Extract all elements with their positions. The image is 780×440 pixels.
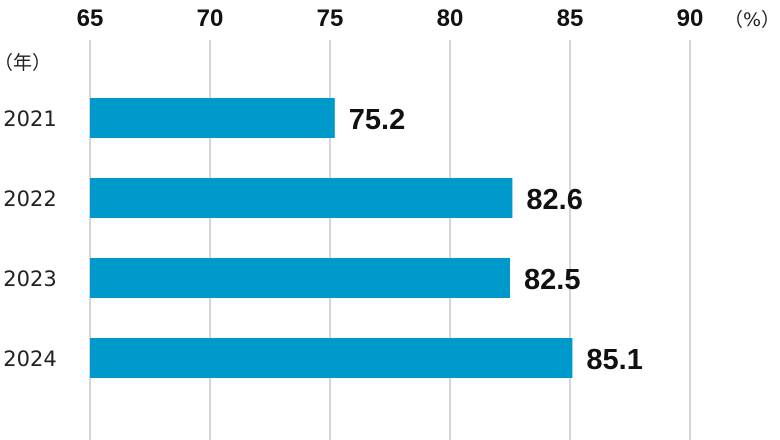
x-tick-label-90: 90 [677, 5, 704, 32]
x-axis-ticks: 65 70 75 80 85 90 [77, 5, 704, 32]
bars [90, 98, 573, 378]
x-tick-label-80: 80 [437, 5, 464, 32]
category-label-2024: 2024 [3, 347, 56, 371]
category-label-2022: 2022 [3, 187, 56, 211]
bar-2021 [90, 98, 335, 138]
x-tick-label-65: 65 [77, 5, 104, 32]
category-label-2023: 2023 [3, 267, 56, 291]
x-tick-label-75: 75 [317, 5, 344, 32]
x-axis-unit: （%） [724, 9, 780, 31]
value-labels: 75.2 82.6 82.5 85.1 [349, 104, 643, 376]
x-tick-label-85: 85 [557, 5, 584, 32]
category-labels: 2021 2022 2023 2024 [3, 107, 56, 371]
bar-2024 [90, 338, 573, 378]
value-label-2024: 85.1 [586, 344, 642, 376]
value-label-2021: 75.2 [349, 104, 405, 136]
x-tick-label-70: 70 [197, 5, 224, 32]
value-label-2022: 82.6 [526, 184, 582, 216]
bar-2023 [90, 258, 510, 298]
y-axis-unit: （年） [0, 52, 51, 74]
value-label-2023: 82.5 [524, 264, 580, 296]
category-label-2021: 2021 [3, 107, 56, 131]
bar-2022 [90, 178, 513, 218]
